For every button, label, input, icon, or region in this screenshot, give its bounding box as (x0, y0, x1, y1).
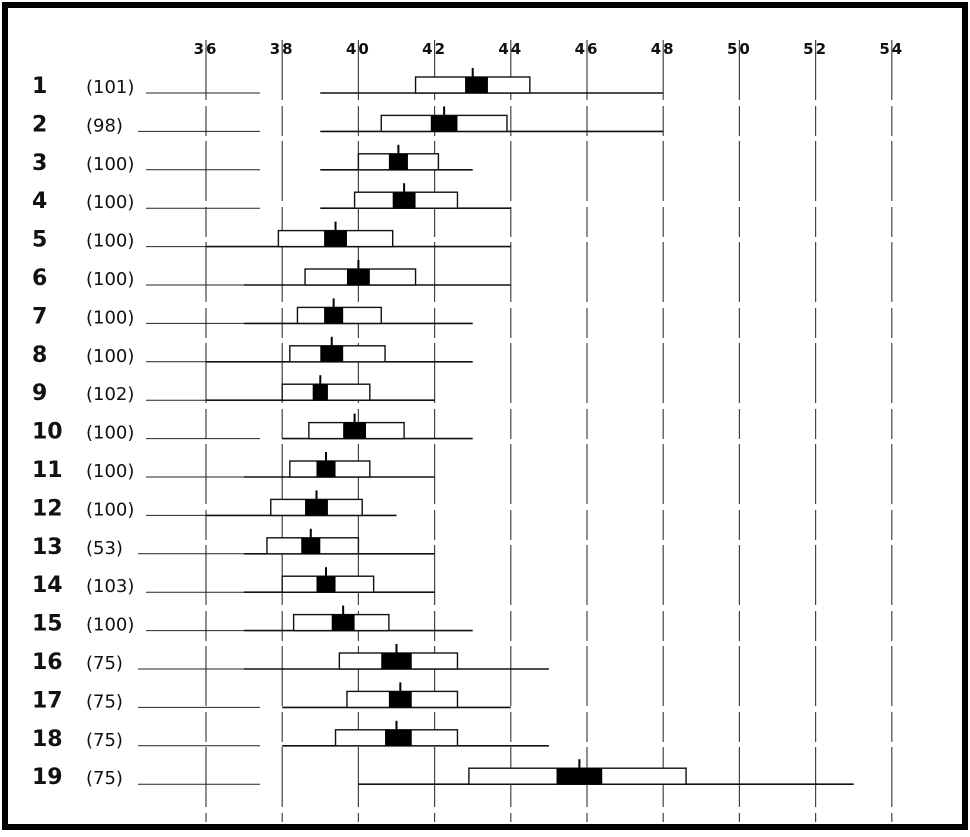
grid-layer (205, 40, 893, 822)
mean-block (312, 384, 328, 401)
row-number: 15 (32, 612, 63, 637)
row-number: 5 (32, 228, 47, 253)
box-row: 9 (102) (32, 375, 435, 406)
box-row: 4 (100) (32, 183, 511, 214)
box-row: 11 (100) (32, 452, 435, 483)
box-row: 12 (100) (32, 490, 397, 521)
mean-block (331, 614, 355, 631)
row-number: 6 (32, 266, 47, 291)
sample-size: (75) (86, 653, 123, 674)
mean-block (346, 269, 370, 285)
box-row: 2 (98) (32, 106, 664, 137)
sample-size: (100) (86, 423, 134, 444)
x-tick-label: 42 (422, 40, 447, 58)
mean-block (324, 307, 344, 324)
row-number: 1 (32, 74, 47, 99)
row-number: 13 (32, 535, 63, 560)
mean-block (392, 192, 416, 209)
x-tick-label: 38 (270, 40, 295, 58)
row-number: 10 (32, 420, 63, 445)
mean-block (316, 461, 336, 477)
row-number: 9 (32, 381, 47, 406)
box-row: 19 (75) (32, 759, 854, 790)
box-row: 18 (75) (32, 720, 549, 752)
sample-size: (102) (86, 384, 134, 405)
row-number: 3 (32, 151, 47, 176)
x-tick-label: 52 (803, 40, 828, 58)
mean-block (301, 537, 321, 554)
box-row: 3 (100) (32, 144, 473, 176)
x-tick-label: 54 (879, 40, 904, 58)
x-tick-label: 46 (575, 40, 600, 58)
mean-block (385, 729, 412, 746)
row-number: 14 (32, 573, 63, 598)
sample-size: (75) (86, 768, 123, 789)
box-row: 16 (75) (32, 644, 549, 675)
mean-block (316, 576, 336, 593)
sample-size: (75) (86, 691, 123, 712)
box-row: 15 (100) (32, 605, 473, 637)
sample-size: (100) (86, 346, 134, 367)
x-tick-label: 44 (498, 40, 523, 58)
row-number: 2 (32, 112, 47, 137)
mean-block (381, 653, 412, 669)
mean-block (343, 422, 367, 439)
mean-block (320, 345, 344, 362)
sample-size: (100) (86, 499, 134, 520)
box-row: 17 (75) (32, 682, 511, 713)
row-number: 4 (32, 189, 47, 214)
row-number: 18 (32, 727, 63, 752)
mean-block (388, 691, 412, 708)
box-row: 10 (100) (32, 413, 473, 445)
row-number: 16 (32, 650, 63, 675)
sample-size: (53) (86, 538, 123, 559)
sample-size: (100) (86, 307, 134, 328)
x-tick-label: 50 (727, 40, 752, 58)
x-tick-label: 48 (651, 40, 676, 58)
mean-block (465, 77, 488, 93)
mean-block (305, 499, 328, 516)
sample-size: (100) (86, 154, 134, 175)
sample-size: (100) (86, 615, 134, 636)
x-axis-ticks: 36 38 40 42 44 46 48 50 52 54 (194, 40, 904, 58)
box-row: 6 (100) (32, 260, 511, 291)
sample-size: (100) (86, 269, 134, 290)
x-tick-label: 40 (346, 40, 371, 58)
box-row: 5 (100) (32, 221, 511, 253)
row-number: 8 (32, 343, 47, 368)
x-tick-label: 36 (194, 40, 219, 58)
row-number: 7 (32, 304, 47, 329)
box-row: 8 (100) (32, 336, 473, 368)
box-row: 13 (53) (32, 528, 435, 560)
row-number: 17 (32, 688, 63, 713)
sample-size: (75) (86, 730, 123, 751)
box-row: 7 (100) (32, 298, 473, 329)
box-row: 14 (103) (32, 567, 435, 598)
sample-size: (100) (86, 231, 134, 252)
row-number: 11 (32, 458, 63, 483)
sample-size: (100) (86, 192, 134, 213)
sample-size: (101) (86, 77, 134, 98)
row-number: 19 (32, 765, 63, 790)
box-row: 1 (101) (32, 68, 664, 99)
sample-size: (100) (86, 461, 134, 482)
row-number: 12 (32, 496, 63, 521)
mean-block (388, 153, 408, 170)
sample-size: (103) (86, 576, 134, 597)
sample-size: (98) (86, 115, 123, 136)
mean-block (430, 115, 458, 132)
mean-block (556, 768, 603, 785)
rows-layer: 1 (101) 2 (98) 3 (100) 4 (100) 5 (100) 6 (100) 7 (100… (32, 68, 854, 790)
mean-block (324, 230, 347, 247)
